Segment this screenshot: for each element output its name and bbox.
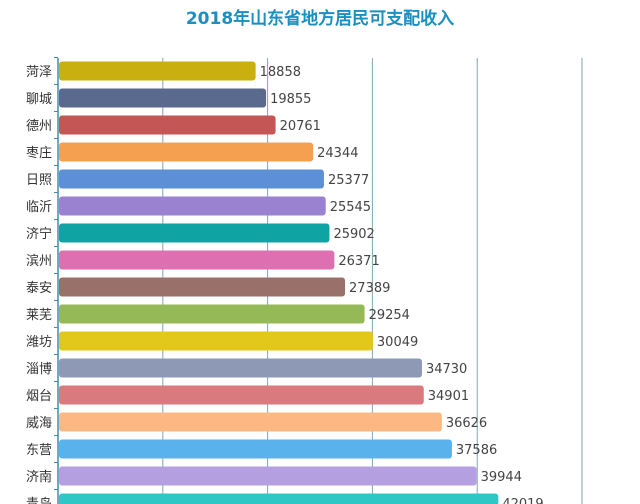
category-label: 威海 <box>26 416 52 431</box>
data-label: 34730 <box>426 362 467 377</box>
data-label: 30049 <box>377 335 418 350</box>
category-label: 潍坊 <box>26 335 52 350</box>
category-label: 济宁 <box>26 226 52 242</box>
category-label: 滨州 <box>26 253 52 269</box>
category-label: 枣庄 <box>26 145 52 161</box>
data-label: 42019 <box>502 497 543 504</box>
bar <box>59 439 452 459</box>
bar <box>59 304 365 324</box>
data-label: 25377 <box>328 173 369 188</box>
data-label: 36626 <box>446 416 487 431</box>
data-label: 24344 <box>317 146 358 161</box>
data-label: 20761 <box>280 119 321 134</box>
category-label: 东营 <box>26 443 52 458</box>
bar <box>59 142 314 162</box>
data-label: 25545 <box>330 200 371 215</box>
data-label: 29254 <box>369 308 410 323</box>
category-label: 济南 <box>26 469 52 485</box>
category-label: 泰安 <box>26 281 52 296</box>
bar <box>59 358 422 378</box>
bar <box>59 277 346 297</box>
bar <box>59 331 373 351</box>
chart-title: 2018年山东省地方居民可支配收入 <box>185 9 455 29</box>
data-label: 34901 <box>428 389 469 404</box>
bar <box>59 88 267 108</box>
bar <box>59 61 256 81</box>
category-label: 菏泽 <box>26 65 52 80</box>
bar <box>59 196 326 216</box>
data-label: 25902 <box>333 227 374 242</box>
bar <box>59 169 324 189</box>
bar <box>59 412 442 432</box>
category-label: 烟台 <box>26 389 52 404</box>
category-label: 德州 <box>26 119 52 134</box>
bar <box>59 466 477 486</box>
data-label: 27389 <box>349 281 390 296</box>
data-label: 18858 <box>260 65 301 80</box>
data-label: 37586 <box>456 443 497 458</box>
data-label: 26371 <box>338 254 379 269</box>
category-label: 青岛 <box>26 496 52 504</box>
data-label: 39944 <box>481 470 522 485</box>
bar <box>59 493 499 504</box>
data-label: 19855 <box>270 92 311 107</box>
category-label: 聊城 <box>26 92 52 107</box>
bar <box>59 385 424 405</box>
category-label: 临沂 <box>26 200 52 215</box>
category-label: 淄博 <box>26 362 52 377</box>
bar <box>59 115 276 135</box>
category-label: 日照 <box>26 173 52 188</box>
category-label: 莱芜 <box>26 308 52 323</box>
bar <box>59 250 335 270</box>
bar <box>59 223 330 243</box>
